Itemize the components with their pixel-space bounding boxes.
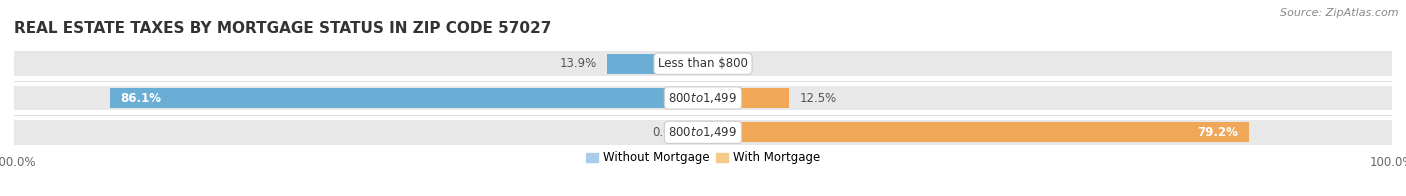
Text: 79.2%: 79.2% xyxy=(1198,126,1239,139)
Text: Source: ZipAtlas.com: Source: ZipAtlas.com xyxy=(1281,8,1399,18)
Bar xyxy=(703,122,1249,142)
Text: REAL ESTATE TAXES BY MORTGAGE STATUS IN ZIP CODE 57027: REAL ESTATE TAXES BY MORTGAGE STATUS IN … xyxy=(14,21,551,36)
Text: Less than $800: Less than $800 xyxy=(658,57,748,70)
Text: $800 to $1,499: $800 to $1,499 xyxy=(668,91,738,105)
Text: 0.0%: 0.0% xyxy=(652,126,682,139)
Bar xyxy=(14,86,703,110)
Legend: Without Mortgage, With Mortgage: Without Mortgage, With Mortgage xyxy=(583,149,823,167)
Bar xyxy=(703,86,1392,110)
Bar xyxy=(110,88,703,108)
Text: 13.9%: 13.9% xyxy=(560,57,598,70)
Text: 0.0%: 0.0% xyxy=(724,57,754,70)
Bar xyxy=(14,120,703,145)
Text: 86.1%: 86.1% xyxy=(120,92,162,104)
Text: 12.5%: 12.5% xyxy=(800,92,837,104)
Bar xyxy=(607,54,703,74)
Bar xyxy=(703,88,789,108)
Bar xyxy=(703,120,1392,145)
Bar xyxy=(14,51,703,76)
Text: $800 to $1,499: $800 to $1,499 xyxy=(668,125,738,139)
Bar xyxy=(703,51,1392,76)
